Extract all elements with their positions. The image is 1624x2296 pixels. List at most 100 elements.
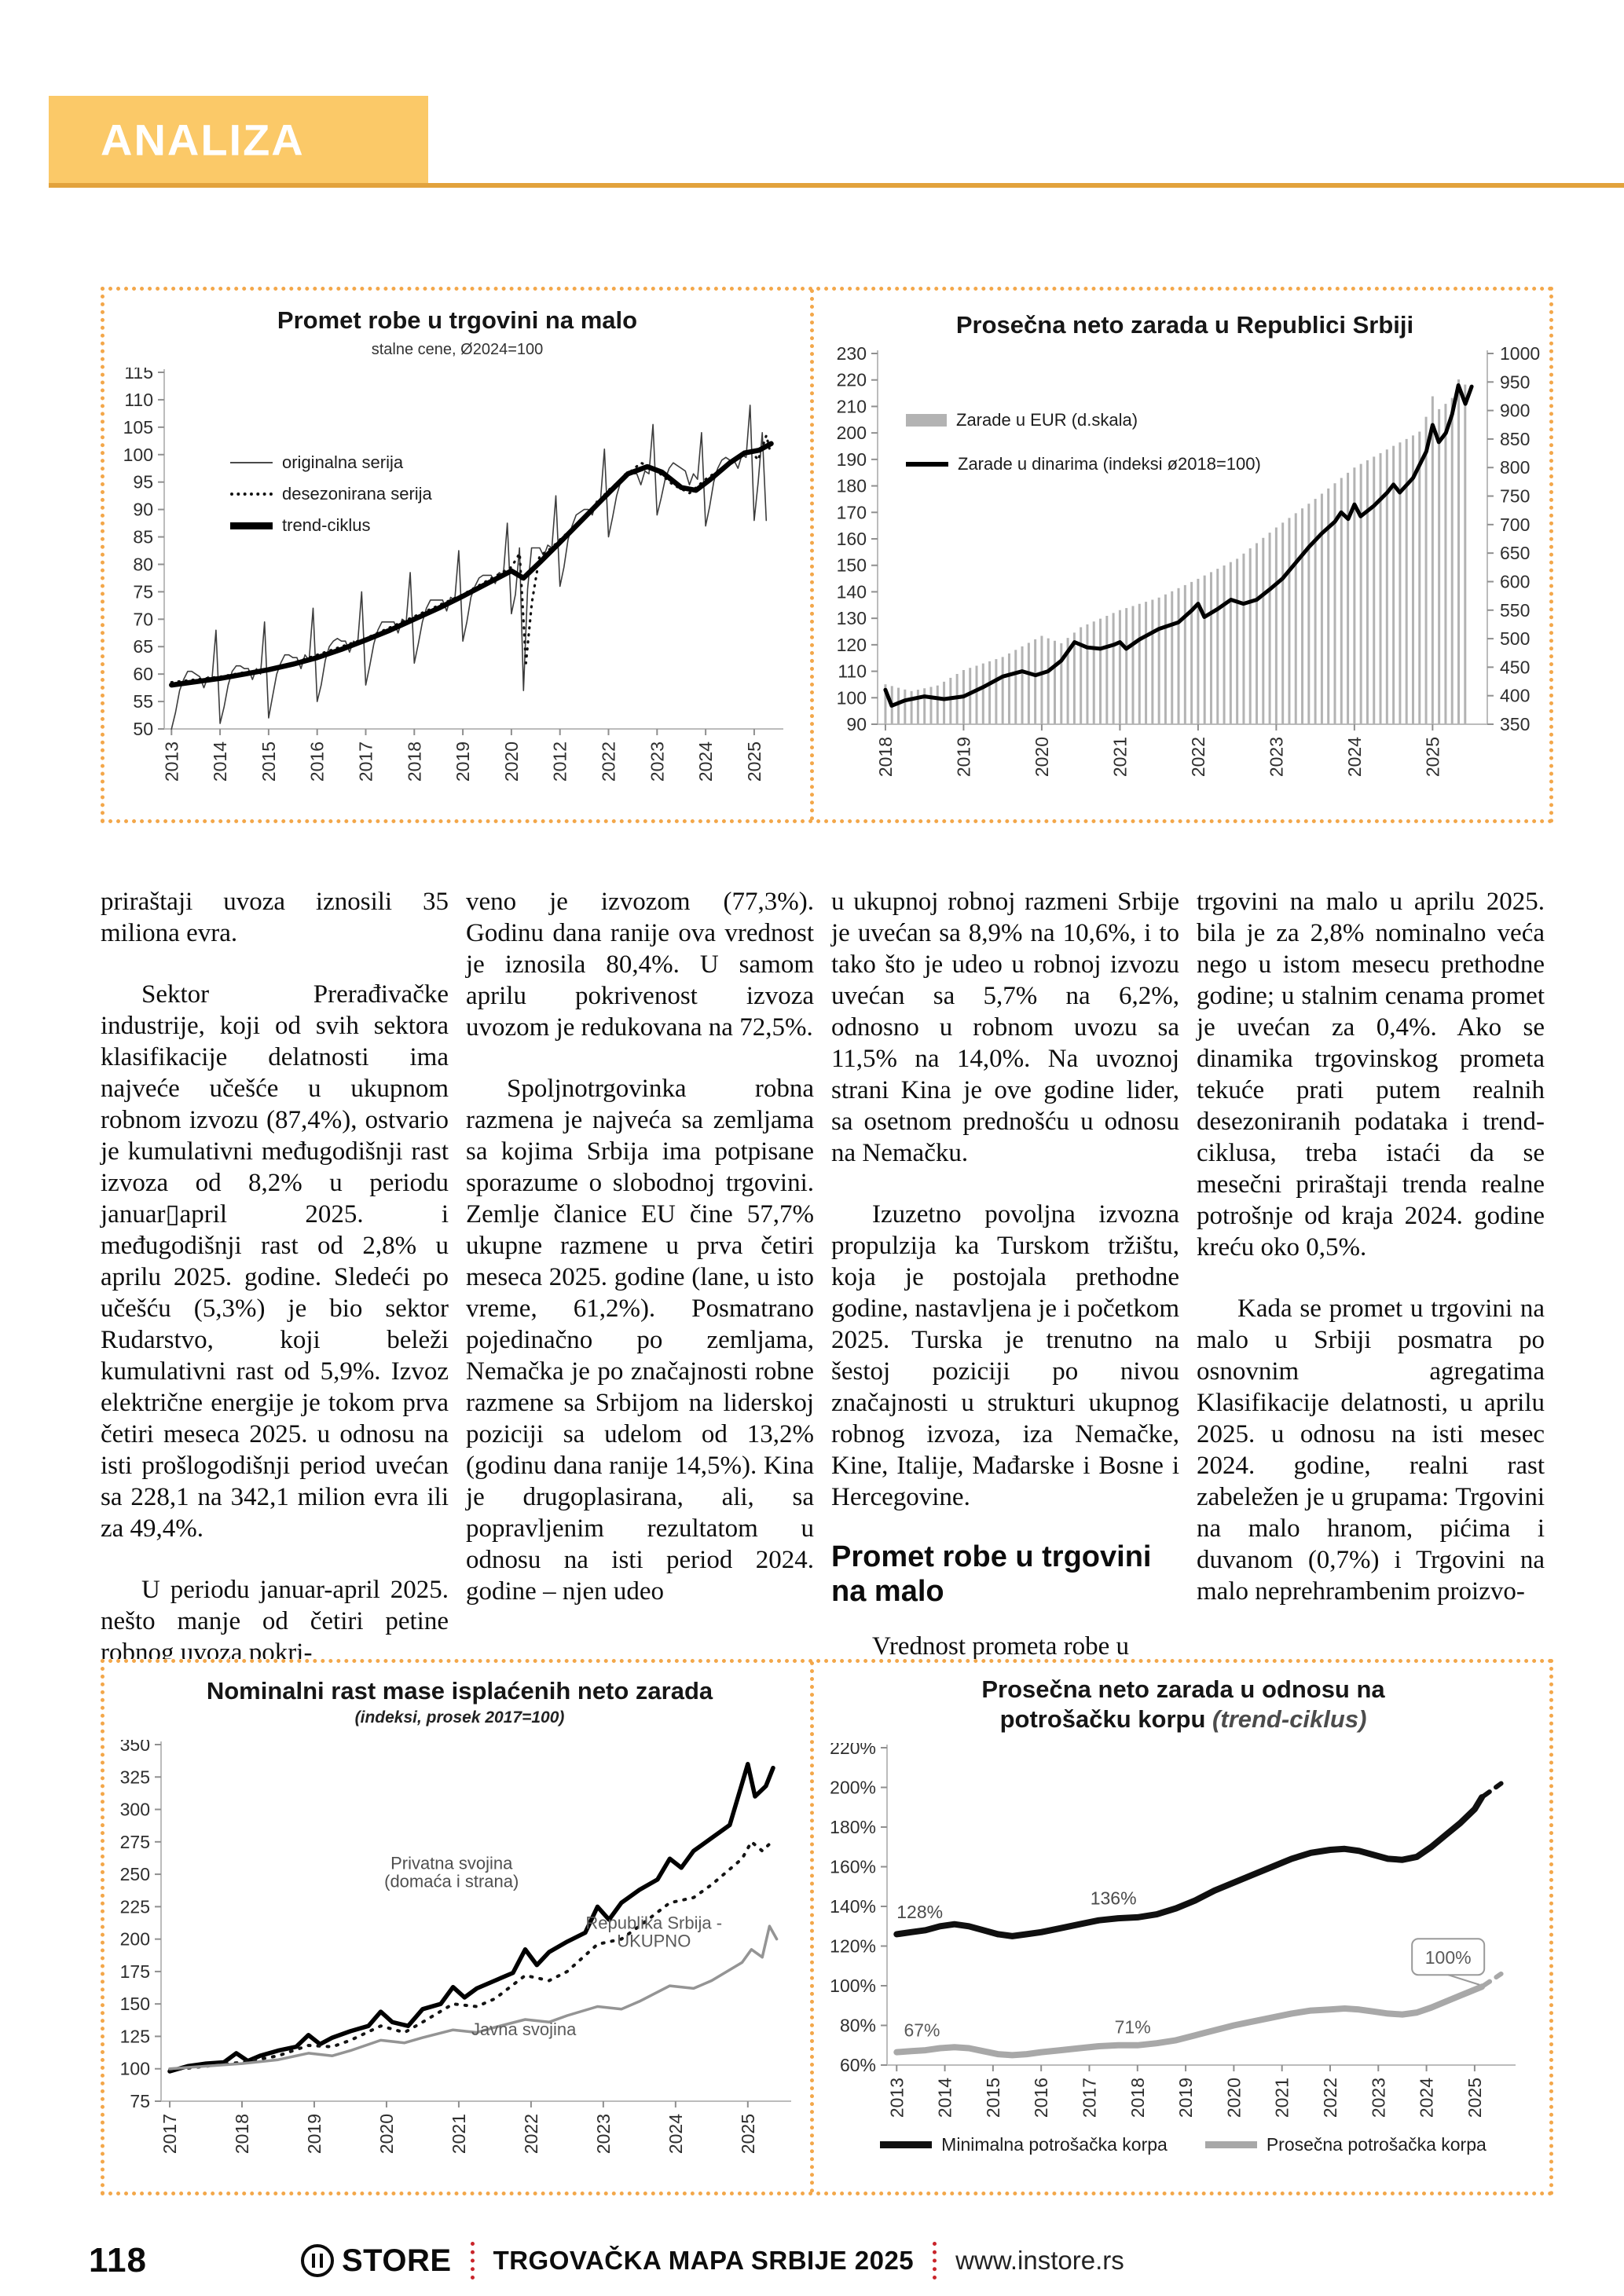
- legend-label: trend-ciklus: [282, 515, 371, 535]
- chart-average-wage: Prosečna neto zarada u Republici Srbiji …: [824, 295, 1545, 810]
- paragraph: veno je izvozom (77,3%). Godinu dana ran…: [466, 888, 814, 1042]
- svg-text:200%: 200%: [830, 1778, 876, 1798]
- legend-item: trend-ciklus: [230, 515, 432, 536]
- page-number: 118: [89, 2241, 147, 2280]
- svg-text:100: 100: [120, 2059, 150, 2079]
- brand-name: STORE: [341, 2243, 452, 2278]
- bottom-charts-panel: Nominalni rast mase isplaćenih neto zara…: [101, 1659, 1553, 2195]
- svg-text:2021: 2021: [1272, 2078, 1292, 2118]
- svg-text:180%: 180%: [830, 1817, 876, 1837]
- instore-brand: STORE: [300, 2243, 452, 2279]
- svg-text:950: 950: [1500, 372, 1530, 392]
- black-line-swatch-icon: [880, 2141, 933, 2148]
- svg-text:60%: 60%: [840, 2055, 876, 2075]
- legend-item: Zarade u EUR (d.skala): [906, 410, 1261, 430]
- svg-text:2018: 2018: [875, 737, 896, 777]
- svg-text:230: 230: [837, 347, 867, 364]
- svg-text:2024: 2024: [1344, 737, 1365, 777]
- legend-label: Zarade u EUR (d.skala): [956, 410, 1138, 430]
- svg-text:190: 190: [837, 449, 867, 470]
- svg-text:150: 150: [120, 1994, 150, 2014]
- svg-text:600: 600: [1500, 571, 1530, 591]
- svg-text:75: 75: [133, 581, 153, 602]
- chart-title-text: potrošačku korpu: [999, 1705, 1206, 1733]
- svg-text:2023: 2023: [1266, 737, 1286, 777]
- svg-text:140: 140: [837, 581, 867, 602]
- svg-text:2024: 2024: [665, 2114, 686, 2154]
- svg-text:2025: 2025: [744, 742, 764, 782]
- instore-logo-icon: [300, 2244, 334, 2277]
- svg-text:2022: 2022: [1188, 737, 1208, 777]
- svg-text:2015: 2015: [258, 742, 279, 782]
- svg-text:2012: 2012: [550, 742, 570, 782]
- chart-title-italic: (trend-ciklus): [1212, 1705, 1367, 1733]
- svg-text:2022: 2022: [599, 742, 619, 782]
- svg-text:225: 225: [120, 1896, 150, 1917]
- svg-text:110: 110: [838, 661, 867, 682]
- svg-text:140%: 140%: [830, 1896, 876, 1917]
- legend-item: originalna serija: [230, 452, 432, 473]
- svg-text:2023: 2023: [1368, 2078, 1388, 2118]
- svg-text:120: 120: [837, 635, 867, 655]
- svg-text:2025: 2025: [1465, 2078, 1485, 2118]
- svg-text:100%: 100%: [830, 1976, 876, 1996]
- svg-text:100: 100: [123, 445, 153, 465]
- svg-text:300: 300: [120, 1800, 150, 1820]
- svg-text:130: 130: [837, 608, 867, 628]
- chart-subtitle: stalne cene, Ø2024=100: [371, 341, 544, 358]
- paragraph: Spoljnotrgovinka robna razmena je najveć…: [466, 1075, 814, 1606]
- svg-text:95: 95: [133, 472, 153, 493]
- svg-text:2020: 2020: [501, 742, 522, 782]
- svg-text:2019: 2019: [304, 2114, 324, 2154]
- chart-plot-area: 75 100 125 150 175 200 225 250 275 300 325 350 2017 2…: [114, 1734, 805, 2180]
- svg-text:2016: 2016: [1031, 2078, 1051, 2118]
- svg-text:350: 350: [1500, 714, 1530, 734]
- svg-text:2024: 2024: [1417, 2078, 1437, 2118]
- svg-text:(domaća i strana): (domaća i strana): [384, 1872, 519, 1891]
- chart-title-line2: potrošačku korpu (trend-ciklus): [821, 1705, 1545, 1734]
- svg-text:90: 90: [846, 714, 867, 734]
- gray-line-swatch-icon: [1204, 2141, 1257, 2148]
- section-label: ANALIZA: [101, 115, 305, 164]
- page-footer: 118 STORE TRGOVAČKA MAPA SRBIJE 2025 www…: [89, 2239, 1124, 2283]
- legend-item: Minimalna potrošačka korpa: [880, 2134, 1168, 2155]
- legend-item: desezonirana serija: [230, 484, 432, 504]
- footer-separator-icon: [933, 2242, 937, 2280]
- svg-text:85: 85: [133, 527, 153, 547]
- panel-divider: [810, 1661, 814, 2193]
- svg-text:1000: 1000: [1500, 347, 1540, 364]
- chart-title: Prosečna neto zarada u Republici Srbiji: [955, 311, 1414, 339]
- svg-text:2021: 2021: [1109, 737, 1130, 777]
- svg-text:80: 80: [133, 554, 153, 574]
- svg-text:60: 60: [133, 664, 153, 684]
- legend-item: Prosečna potrošačka korpa: [1204, 2134, 1487, 2155]
- svg-text:2019: 2019: [453, 742, 473, 782]
- svg-text:2014: 2014: [935, 2078, 955, 2118]
- svg-text:2025: 2025: [738, 2114, 758, 2154]
- svg-text:180: 180: [837, 476, 867, 496]
- legend-item: Zarade u dinarima (indeksi ø2018=100): [906, 454, 1261, 474]
- chart-title: Prosečna neto zarada u odnosu na: [981, 1675, 1385, 1703]
- bar-swatch-icon: [906, 414, 947, 427]
- svg-text:160%: 160%: [830, 1857, 876, 1877]
- article-column-1: priraštaji uvoza iznosili 35 miliona evr…: [101, 886, 449, 1668]
- svg-text:900: 900: [1500, 401, 1530, 421]
- svg-text:100%: 100%: [1425, 1947, 1472, 1968]
- paragraph: priraštaji uvoza iznosili 35 miliona evr…: [101, 888, 449, 947]
- dotted-line-swatch-icon: [230, 493, 273, 496]
- svg-text:275: 275: [120, 1832, 150, 1852]
- svg-text:70: 70: [133, 609, 153, 629]
- svg-text:700: 700: [1500, 514, 1530, 535]
- article-column-3: u ukupnoj robnoj razmeni Srbije je uveća…: [831, 886, 1179, 1662]
- svg-text:2021: 2021: [449, 2114, 469, 2154]
- svg-text:2024: 2024: [695, 742, 716, 782]
- footer-title: TRGOVAČKA MAPA SRBIJE 2025: [493, 2246, 915, 2275]
- paragraph: u ukupnoj robnoj razmeni Srbije je uveća…: [831, 888, 1179, 1167]
- svg-text:400: 400: [1500, 686, 1530, 706]
- svg-text:Javna svojina: Javna svojina: [471, 2020, 577, 2039]
- legend-label: Zarade u dinarima (indeksi ø2018=100): [958, 454, 1261, 474]
- svg-text:125: 125: [120, 2026, 150, 2046]
- chart-canvas: 50 55 60 65 70 75 80 85 90 95 100 105 110 115 2013 2014…: [123, 362, 783, 782]
- chart-title: Promet robe u trgovini na malo: [277, 306, 638, 334]
- svg-text:2017: 2017: [355, 742, 376, 782]
